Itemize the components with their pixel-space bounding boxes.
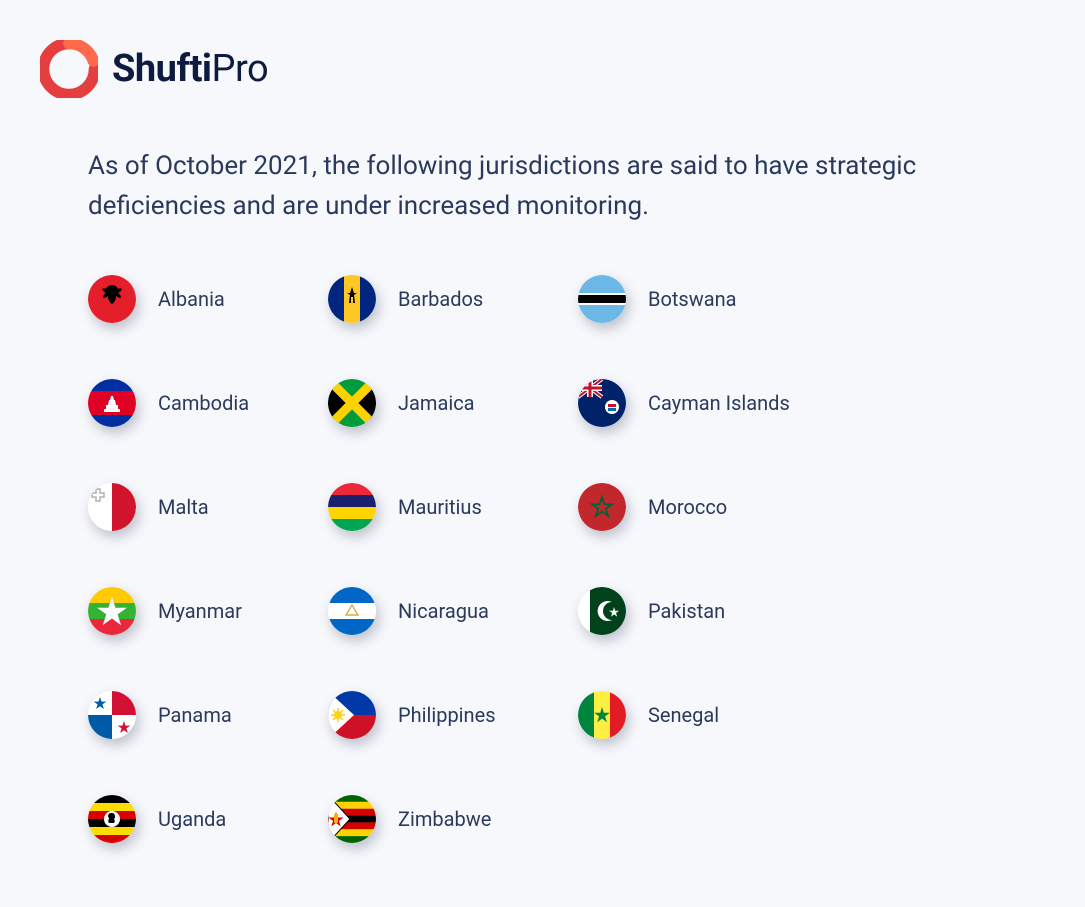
country-item: Uganda	[88, 795, 328, 843]
country-item: Pakistan	[578, 587, 858, 635]
flag-icon-uganda	[88, 795, 136, 843]
country-label: Panama	[158, 703, 232, 727]
country-item: Myanmar	[88, 587, 328, 635]
flag-icon-zimbabwe	[328, 795, 376, 843]
country-label: Morocco	[648, 495, 727, 519]
country-item: Senegal	[578, 691, 858, 739]
country-label: Zimbabwe	[398, 807, 491, 831]
country-item: Philippines	[328, 691, 578, 739]
logo: ShuftiPro	[40, 40, 1045, 98]
country-label: Malta	[158, 495, 209, 519]
country-label: Cayman Islands	[648, 391, 790, 415]
flag-icon-albania	[88, 275, 136, 323]
logo-mark-icon	[40, 40, 98, 98]
country-label: Nicaragua	[398, 599, 489, 623]
country-item: Cambodia	[88, 379, 328, 427]
country-label: Mauritius	[398, 495, 482, 519]
flag-icon-nicaragua	[328, 587, 376, 635]
flag-icon-morocco	[578, 483, 626, 531]
country-label: Uganda	[158, 807, 226, 831]
country-item: Barbados	[328, 275, 578, 323]
country-item: Jamaica	[328, 379, 578, 427]
flag-icon-jamaica	[328, 379, 376, 427]
intro-text: As of October 2021, the following jurisd…	[88, 146, 1008, 227]
flag-icon-panama	[88, 691, 136, 739]
flag-icon-cayman	[578, 379, 626, 427]
country-label: Myanmar	[158, 599, 242, 623]
country-item: Mauritius	[328, 483, 578, 531]
country-grid: Albania Barbados Botswana Cambodia Jamaica Ca…	[88, 275, 1045, 843]
country-item: Zimbabwe	[328, 795, 578, 843]
country-label: Senegal	[648, 703, 719, 727]
country-item: Botswana	[578, 275, 858, 323]
country-label: Barbados	[398, 287, 483, 311]
flag-icon-myanmar	[88, 587, 136, 635]
country-label: Botswana	[648, 287, 737, 311]
flag-icon-philippines	[328, 691, 376, 739]
country-item: Cayman Islands	[578, 379, 858, 427]
flag-icon-malta	[88, 483, 136, 531]
country-item: Panama	[88, 691, 328, 739]
flag-icon-botswana	[578, 275, 626, 323]
country-label: Philippines	[398, 703, 496, 727]
country-item: Morocco	[578, 483, 858, 531]
country-item: Malta	[88, 483, 328, 531]
flag-icon-cambodia	[88, 379, 136, 427]
country-item: Albania	[88, 275, 328, 323]
flag-icon-mauritius	[328, 483, 376, 531]
brand-text: ShuftiPro	[112, 47, 268, 91]
infographic-page: ShuftiPro As of October 2021, the follow…	[0, 0, 1085, 883]
country-label: Albania	[158, 287, 225, 311]
country-label: Pakistan	[648, 599, 725, 623]
country-label: Jamaica	[398, 391, 475, 415]
country-label: Cambodia	[158, 391, 249, 415]
country-item: Nicaragua	[328, 587, 578, 635]
flag-icon-pakistan	[578, 587, 626, 635]
flag-icon-senegal	[578, 691, 626, 739]
flag-icon-barbados	[328, 275, 376, 323]
